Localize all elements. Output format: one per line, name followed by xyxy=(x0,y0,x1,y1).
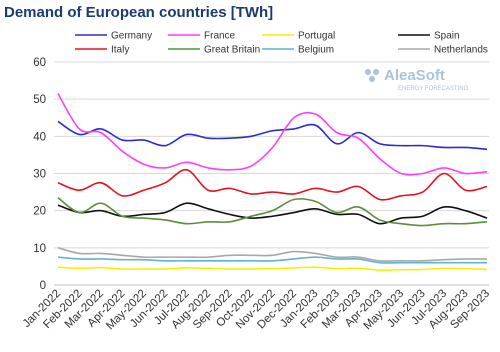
chart-title: Demand of European countries [TWh] xyxy=(4,4,273,21)
logo-dot xyxy=(369,76,375,82)
legend-label: Germany xyxy=(111,31,152,42)
series-line xyxy=(57,120,488,151)
legend-label: Netherlands xyxy=(434,45,488,56)
series-line xyxy=(57,93,488,176)
logo-dot xyxy=(373,69,379,75)
y-tick-label: 20 xyxy=(33,206,46,218)
y-tick-label: 30 xyxy=(33,169,46,181)
series-line xyxy=(57,256,487,264)
legend-label: Italy xyxy=(111,45,129,56)
logo-dot xyxy=(365,69,371,75)
y-tick-label: 40 xyxy=(33,131,46,143)
y-tick-label: 0 xyxy=(40,280,46,292)
series-line xyxy=(57,202,488,225)
watermark-brand: AleaSoft xyxy=(384,67,445,84)
legend-label: Portugal xyxy=(298,31,335,42)
series-line xyxy=(57,168,488,201)
series-line xyxy=(57,247,488,262)
series-line xyxy=(57,266,488,271)
y-tick-label: 10 xyxy=(33,243,46,255)
series-line xyxy=(57,197,488,227)
watermark: AleaSoft ENERGY FORECASTING xyxy=(365,67,469,92)
legend-label: Great Britain xyxy=(204,45,260,56)
legend-label: France xyxy=(204,31,236,42)
y-tick-label: 50 xyxy=(33,94,46,106)
legend-label: Belgium xyxy=(298,45,334,56)
watermark-tagline: ENERGY FORECASTING xyxy=(398,86,469,92)
y-tick-label: 60 xyxy=(33,57,46,69)
legend-label: Spain xyxy=(434,31,460,42)
